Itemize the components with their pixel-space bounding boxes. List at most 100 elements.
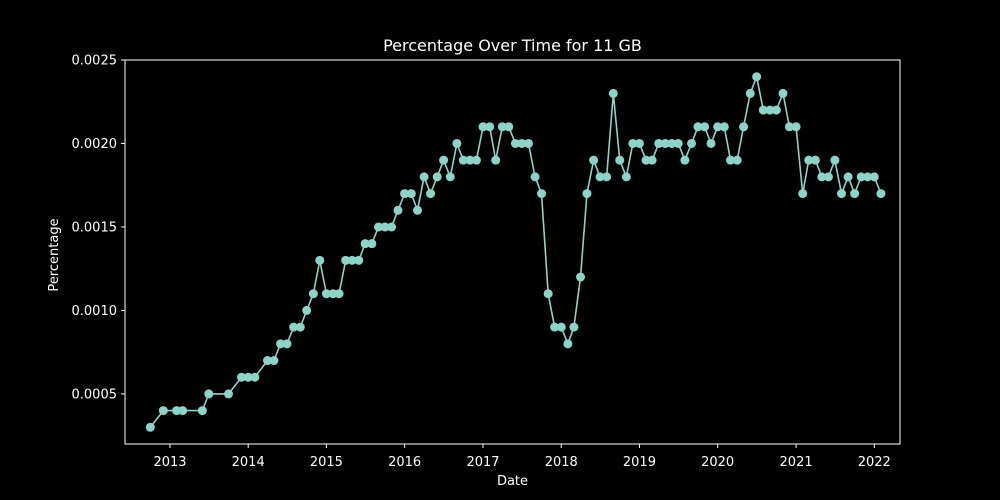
data-point [752, 72, 762, 82]
data-point [452, 138, 462, 148]
data-point [178, 406, 188, 416]
x-tick-label: 2013 [153, 455, 186, 470]
data-point [197, 406, 207, 416]
data-point [373, 222, 383, 232]
data-point [367, 239, 377, 249]
data-point [660, 138, 670, 148]
data-point [745, 88, 755, 98]
data-point [354, 255, 364, 265]
data-point [445, 172, 455, 182]
data-point [315, 255, 325, 265]
x-axis-label: Date [497, 474, 528, 489]
data-point [341, 255, 351, 265]
data-point [302, 305, 312, 315]
data-point [223, 389, 233, 399]
plot-frame [124, 59, 901, 445]
data-point [412, 205, 422, 215]
y-tick-label: 0.0020 [72, 137, 118, 152]
data-point [321, 289, 331, 299]
data-point [432, 172, 442, 182]
data-point [726, 155, 736, 165]
data-point [850, 189, 860, 199]
data-point [778, 88, 788, 98]
data-point [758, 105, 768, 115]
data-point [276, 339, 286, 349]
data-point [563, 339, 573, 349]
data-point [204, 389, 214, 399]
data-point [262, 356, 272, 366]
data-point [791, 122, 801, 132]
data-point [243, 372, 253, 382]
data-point [589, 155, 599, 165]
data-point [687, 138, 697, 148]
data-point [869, 172, 879, 182]
data-point [517, 138, 527, 148]
data-point [465, 155, 475, 165]
data-point [400, 189, 410, 199]
data-point [510, 138, 520, 148]
data-point [843, 172, 853, 182]
data-series [145, 72, 886, 432]
data-point [537, 189, 547, 199]
x-tick-label: 2014 [232, 455, 265, 470]
data-point [569, 322, 579, 332]
y-axis-ticks: 0.0005 0.0010 0.0015 0.0020 0.0025 [72, 54, 125, 402]
data-point [667, 138, 677, 148]
data-point [237, 372, 247, 382]
data-point [621, 172, 631, 182]
x-axis-ticks: 2013 2014 2015 2016 2017 2018 2019 2020 2021 2022 [153, 444, 891, 470]
data-point [458, 155, 468, 165]
y-tick-label: 0.0015 [72, 220, 118, 235]
data-point [158, 406, 168, 416]
data-point [419, 172, 429, 182]
data-point [634, 138, 644, 148]
data-point [863, 172, 873, 182]
x-tick-label: 2015 [310, 455, 343, 470]
data-point [706, 138, 716, 148]
y-tick-label: 0.0005 [72, 387, 118, 402]
data-point [765, 105, 775, 115]
data-point [530, 172, 540, 182]
data-point [798, 189, 808, 199]
data-point [732, 155, 742, 165]
data-point [295, 322, 305, 332]
data-point [334, 289, 344, 299]
data-point [628, 138, 638, 148]
data-point [485, 122, 495, 132]
data-point [856, 172, 866, 182]
x-tick-label: 2021 [780, 455, 813, 470]
data-point [504, 122, 514, 132]
y-tick-label: 0.0025 [72, 54, 118, 69]
data-point [823, 172, 833, 182]
data-point [478, 122, 488, 132]
chart-title: Percentage Over Time for 11 GB [383, 36, 642, 55]
data-point [654, 138, 664, 148]
data-point [719, 122, 729, 132]
data-point [810, 155, 820, 165]
data-point [608, 88, 618, 98]
data-point [269, 356, 279, 366]
data-point [426, 189, 436, 199]
x-tick-label: 2019 [623, 455, 656, 470]
y-tick-label: 0.0010 [72, 304, 118, 319]
data-point [582, 189, 592, 199]
x-tick-label: 2022 [858, 455, 891, 470]
data-point [615, 155, 625, 165]
data-point [523, 138, 533, 148]
data-point [595, 172, 605, 182]
data-point [556, 322, 566, 332]
data-point [739, 122, 749, 132]
data-point [380, 222, 390, 232]
data-point [817, 172, 827, 182]
data-point [250, 372, 260, 382]
data-point [602, 172, 612, 182]
data-point [550, 322, 560, 332]
data-point [830, 155, 840, 165]
data-point [497, 122, 507, 132]
data-point [804, 155, 814, 165]
data-point [289, 322, 299, 332]
data-point [680, 155, 690, 165]
data-point [439, 155, 449, 165]
x-tick-label: 2017 [466, 455, 499, 470]
